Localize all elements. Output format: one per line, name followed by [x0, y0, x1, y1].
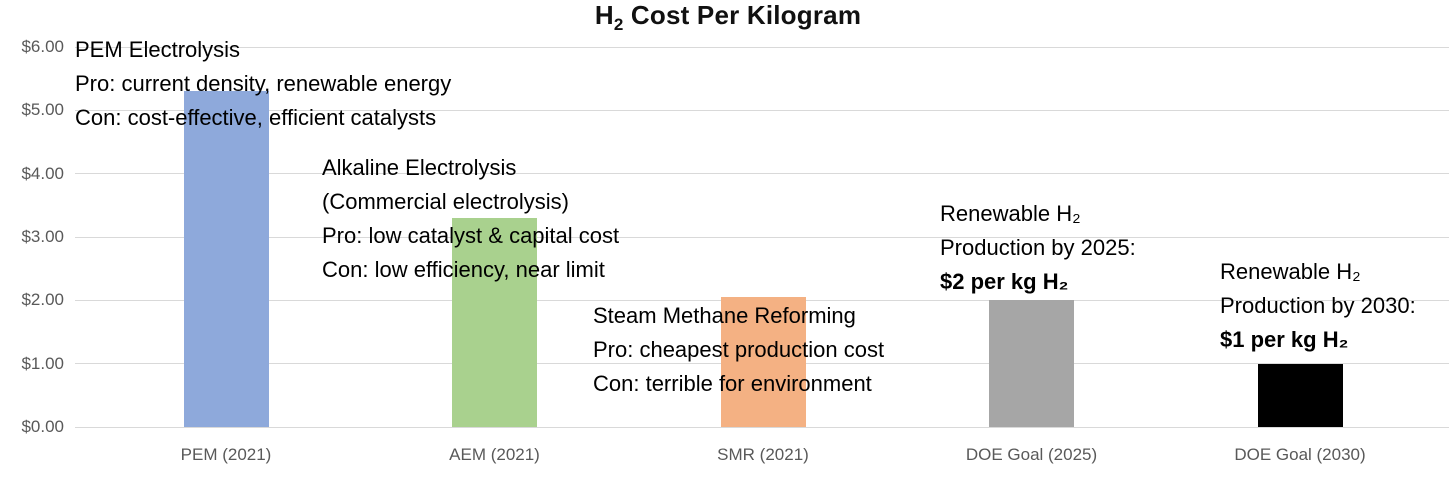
bar-aem-2021 — [452, 218, 537, 427]
chart-title-subscript: 2 — [613, 15, 624, 35]
bar-smr-2021 — [720, 297, 806, 427]
gridline-3-dollar — [75, 236, 1449, 238]
annotation-line: (Commercial electrolysis) — [322, 189, 569, 214]
annotation-aem-2021: Alkaline Electrolysis (Commercial electro… — [322, 151, 619, 287]
annotation-line: Steam Methane Reforming — [593, 303, 856, 328]
x-axis-label-smr-2021: SMR (2021) — [717, 445, 809, 464]
annotation-smr-2021: Steam Methane Reforming Pro: cheapest pro… — [593, 299, 884, 401]
gridline-5-dollar — [75, 109, 1449, 111]
x-axis-label-pem-2021: PEM (2021) — [180, 445, 272, 464]
y-axis-label: $4.00 — [21, 163, 64, 183]
chart-title-text: H — [594, 0, 614, 30]
chart-title: H2 Cost Per Kilogram — [0, 0, 1456, 35]
annotation-line: Pro: low catalyst & capital cost — [322, 223, 620, 248]
annotation-line: Con: terrible for environment — [593, 371, 872, 396]
annotation-line: $1 per kg H₂ — [1220, 327, 1349, 352]
gridline-4-dollar — [75, 173, 1449, 175]
y-axis-label: $5.00 — [21, 100, 64, 120]
y-axis-label: $0.00 — [21, 417, 64, 436]
annotation-line: $2 per kg H₂ — [940, 269, 1069, 294]
y-axis-label: $1.00 — [21, 353, 64, 373]
annotation-doe-goal-2025: Renewable H₂ Production by 2025: $2 per kg… — [940, 197, 1136, 299]
annotation-line: Pro: cheapest production cost — [593, 337, 885, 362]
y-axis-label: $3.00 — [21, 227, 64, 246]
annotation-line: Con: low efficiency, near limit — [322, 257, 605, 282]
bar-doe-goal-2025 — [989, 300, 1074, 427]
y-axis-label: $2.00 — [21, 290, 64, 310]
annotation-line: Production by 2030: — [1220, 293, 1416, 318]
gridline-6-dollar — [75, 46, 1449, 48]
annotation-line: PEM Electrolysis — [75, 37, 241, 62]
bar-pem-2021 — [183, 91, 269, 427]
bar-doe-goal-2030 — [1257, 363, 1343, 427]
annotation-line: Alkaline Electrolysis — [322, 155, 517, 180]
annotation-line: Pro: current density, renewable energy — [75, 71, 452, 96]
y-axis-label: $6.00 — [21, 37, 64, 57]
annotation-line: Renewable H₂ — [1220, 259, 1361, 284]
annotation-doe-goal-2030: Renewable H₂ Production by 2030: $1 per kg… — [1220, 255, 1416, 357]
chart-title-rest: Cost Per Kilogram — [623, 0, 862, 30]
x-axis-label-doe-goal-2025: DOE Goal (2025) — [965, 445, 1098, 464]
annotation-line: Production by 2025: — [940, 235, 1136, 260]
annotation-line: Renewable H₂ — [940, 201, 1081, 226]
annotation-line: Con: cost-effective, efficient catalysts — [75, 105, 437, 130]
annotation-pem-2021: PEM Electrolysis Pro: current density, re… — [75, 33, 451, 135]
x-axis-label-doe-goal-2030: DOE Goal (2030) — [1234, 445, 1366, 464]
x-axis-label-aem-2021: AEM (2021) — [449, 445, 540, 464]
gridline-0-dollar — [75, 426, 1449, 428]
